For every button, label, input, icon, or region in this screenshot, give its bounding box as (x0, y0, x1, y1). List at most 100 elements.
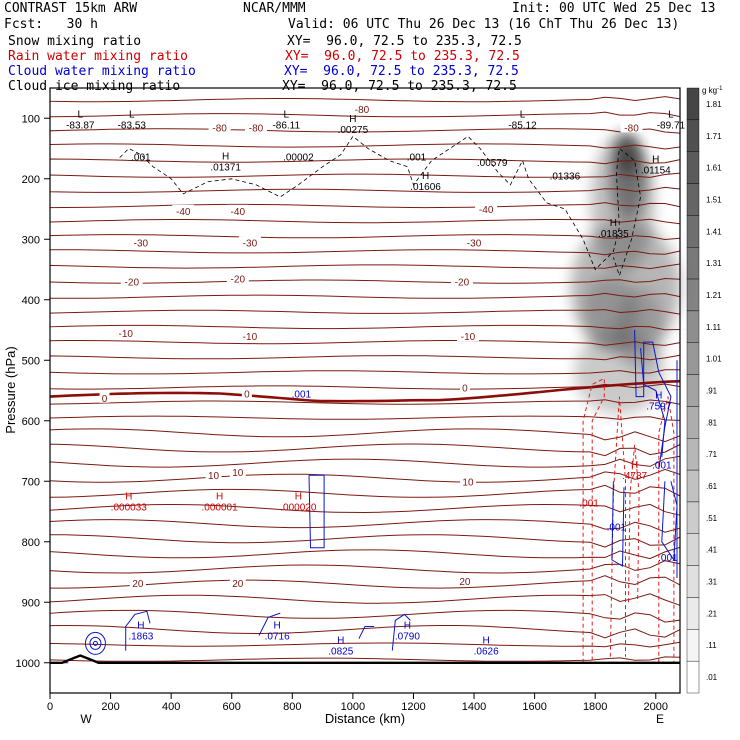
colorbar-box (686, 374, 700, 407)
isotherm-line (49, 308, 681, 315)
temperature-label-bg (129, 576, 146, 588)
colorbar-box (686, 183, 700, 216)
snow-ice-extremum-value: .01154 (641, 166, 671, 177)
temperature-label: -80 (249, 123, 264, 134)
colorbar-label: .11 (706, 641, 717, 650)
cloud-water-extremum-mark: H (483, 636, 490, 647)
snow-ice-extremum-value: .01606 (410, 182, 441, 193)
x-tick-label: 0 (47, 701, 53, 713)
isotherm-line (49, 186, 681, 193)
temperature-label-bg (238, 330, 261, 342)
forecast-hour: Fcst: 30 h (4, 17, 98, 32)
colorbar-label: 1.81 (706, 100, 722, 109)
isotherm-line (49, 111, 681, 118)
rain-extremum-mark: H (295, 492, 302, 503)
isotherm-line (49, 218, 681, 225)
temperature-label: 0 (462, 383, 468, 394)
extrema-labels: L-83.87L-83.53L-86.11H.00275L-85.12L-89.… (66, 109, 685, 657)
field-name-cloud-water: Cloud water mixing ratio (8, 64, 196, 79)
field-xy-snow: XY= 96.0, 72.5 to 235.3, 72.5 (287, 34, 522, 49)
cloud-water-contour (258, 612, 281, 636)
rain-water-contour (628, 444, 640, 603)
colorbar-box (686, 119, 700, 152)
cloud-water-extremum-value: .0716 (265, 632, 290, 643)
temperature-label-bg (229, 466, 246, 478)
colorbar-label: .71 (706, 450, 718, 459)
rain-extremum-value: .000033 (111, 503, 148, 514)
colorbar-box (686, 215, 700, 248)
snow-ice-extremum-value: .01336 (550, 172, 581, 183)
y-tick-label: 700 (22, 476, 40, 488)
temperature-label-bg (350, 103, 373, 115)
colorbar-label: .61 (706, 482, 718, 491)
temperature-label-bg (459, 381, 470, 393)
cloud-water-contour (125, 610, 151, 651)
y-tick-label: 300 (22, 234, 40, 246)
colorbar-label: .91 (706, 387, 718, 396)
x-tick-label: 1800 (583, 701, 607, 713)
cloud-water-extremum-value: .1863 (128, 632, 153, 643)
cloud-water-extremum-mark: H (274, 621, 281, 632)
isotherm-line (49, 96, 681, 103)
temperature-label-bg (459, 475, 476, 487)
cloud-water-contour (358, 626, 375, 639)
colorbar-box (686, 597, 700, 630)
colorbar-label: 1.41 (706, 227, 722, 236)
snow-ice-extremum-value: .00275 (338, 125, 369, 136)
cloud-water-ring (89, 636, 102, 650)
colorbar-unit: g kg-1 (702, 86, 723, 95)
x-tick-label: 1000 (341, 701, 365, 713)
isotherm-line (49, 354, 681, 361)
colorbar-box (686, 406, 700, 439)
temperature-label: -20 (125, 278, 140, 289)
isotherm-line (49, 128, 681, 134)
temperature-label: -30 (467, 238, 482, 249)
x-tick-label: 1400 (462, 701, 486, 713)
snow-ice-extremum-value: -85.12 (508, 120, 537, 131)
temperature-label: -10 (461, 332, 476, 343)
cloud-water-contours (50, 329, 678, 664)
snow-ice-extremum-value: .01371 (210, 163, 241, 174)
cloud-water-extremum-mark: H (655, 391, 662, 402)
colorbar-label: .31 (706, 578, 718, 587)
snow-ice-extremum-value: -83.87 (66, 120, 95, 131)
rain-extremum-value: .000001 (202, 503, 239, 514)
y-tick-label: 400 (22, 295, 40, 307)
temperature-label: -10 (243, 332, 258, 343)
isotherm-line (49, 340, 681, 346)
ground-surface (50, 654, 680, 664)
field-xy-rain: XY= 96.0, 72.5 to 235.3, 72.5 (285, 49, 520, 64)
y-tick-label: 900 (22, 597, 40, 609)
y-tick-label: 500 (22, 355, 40, 367)
isotherm-line (49, 143, 681, 150)
temperature-label-bg (244, 121, 267, 133)
x-tick-label: 400 (162, 701, 180, 713)
cloud-ice-contours (119, 135, 642, 277)
rain-extremum-mark: H (125, 492, 132, 503)
isotherm-line (49, 624, 681, 639)
snow-ice-extremum-mark: L (668, 109, 674, 120)
cloud-water-contour (640, 348, 666, 458)
temperature-label: 0 (102, 394, 108, 405)
snow-ice-extremum-mark: L (283, 109, 289, 120)
x-tick-label: 1600 (522, 701, 546, 713)
cloud-water-extremum-value: .001 (658, 553, 678, 564)
colorbar-box (686, 501, 700, 534)
temperature-label: -80 (212, 123, 227, 134)
temperature-label-bg (226, 204, 249, 216)
colorbar-label: 1.11 (706, 323, 722, 332)
temperature-label-bg (475, 203, 498, 214)
temperature-label: 0 (244, 390, 250, 401)
colorbar-label: .51 (706, 514, 718, 523)
temperature-label: 10 (462, 477, 474, 488)
isotherm-line (49, 443, 681, 457)
x-axis-ticks: 0 200 400 600 800 1000 1200 1400 1600 1800 2000 (47, 693, 668, 713)
x-axis-label: Distance (km) (325, 711, 405, 726)
isotherm-line (49, 369, 681, 375)
temperature-label: -20 (455, 278, 470, 289)
x-tick-label: 1200 (401, 701, 425, 713)
temperature-label-bg (450, 275, 473, 287)
temperature-label-bg (238, 236, 261, 248)
isotherm-line (49, 383, 681, 390)
cloud-water-extremum-value: .001 (607, 523, 627, 534)
